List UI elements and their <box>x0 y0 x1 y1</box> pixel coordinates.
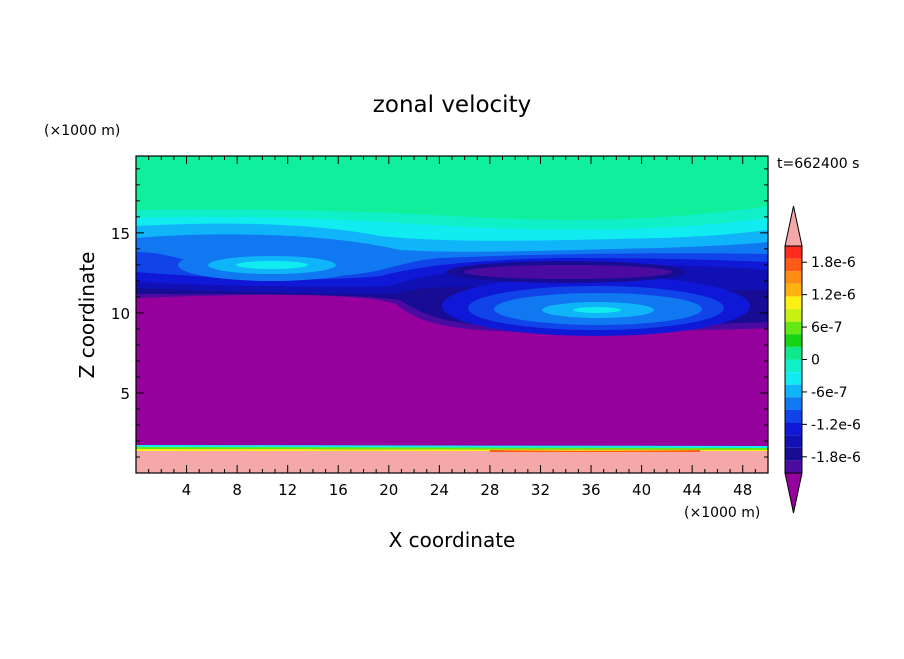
surface-band-red <box>490 450 700 452</box>
colorbar-swatch <box>785 460 802 473</box>
colorbar-swatch <box>785 321 802 335</box>
colorbar-swatch <box>785 346 802 360</box>
colorbar-swatch <box>785 422 802 436</box>
x-tick-label: 24 <box>430 481 449 499</box>
chart-title: zonal velocity <box>373 92 531 118</box>
colorbar-swatch <box>785 435 802 448</box>
z-tick-label: 15 <box>111 225 130 243</box>
colorbar-label: 1.8e-6 <box>811 255 856 271</box>
x-tick-label: 44 <box>683 481 702 499</box>
colorbar-swatch <box>785 246 802 259</box>
colorbar-label: 1.2e-6 <box>811 288 856 304</box>
surface-band-yellow <box>136 449 768 451</box>
colorbar-swatch <box>785 384 802 398</box>
colorbar-label: -1.2e-6 <box>811 417 861 433</box>
x-tick-label: 40 <box>632 481 651 499</box>
colorbar-swatch <box>785 447 802 461</box>
eddy-upper-violet <box>464 265 672 279</box>
x-tick-label: 48 <box>733 481 752 499</box>
colorbar-over-arrow <box>784 205 803 247</box>
colorbar-swatch <box>785 397 802 410</box>
colorbar-swatch <box>785 309 802 322</box>
colorbar-swatch <box>785 271 802 284</box>
x-unit-label: (×1000 m) <box>684 505 760 521</box>
surface-band-cyan <box>136 445 768 448</box>
contour-field <box>136 156 768 473</box>
colorbar-swatch <box>785 283 802 297</box>
colorbar-swatch <box>785 409 802 423</box>
colorbar-label: -1.8e-6 <box>811 450 861 466</box>
x-axis-label: X coordinate <box>389 528 516 552</box>
colorbar-swatch <box>785 372 802 385</box>
x-tick-label: 12 <box>278 481 297 499</box>
region-surface-pink <box>136 451 768 473</box>
colorbar-label: -6e-7 <box>811 385 848 401</box>
x-tick-label: 28 <box>480 481 499 499</box>
colorbar-label: 6e-7 <box>811 320 842 336</box>
colorbar-swatch <box>785 334 802 347</box>
x-tick-label: 16 <box>329 481 348 499</box>
colorbar-swatch <box>785 258 802 272</box>
eddy-right-core <box>573 307 621 313</box>
jet-left-core <box>236 261 308 269</box>
colorbar-swatch <box>785 359 802 373</box>
colorbar-label: 0 <box>811 353 820 369</box>
region-magenta <box>136 294 768 473</box>
colorbar: 1.8e-6 1.2e-6 6e-7 0 -6e-7 -1.2e-6 -1.8e-6 <box>784 205 861 514</box>
x-tick-label: 32 <box>531 481 550 499</box>
z-tick-label: 10 <box>111 305 130 323</box>
x-tick-label: 36 <box>581 481 600 499</box>
colorbar-swatch <box>785 296 802 310</box>
time-label: t=662400 s <box>777 156 859 172</box>
y-axis-label: Z coordinate <box>75 252 99 379</box>
z-tick-label: 5 <box>120 385 130 403</box>
x-tick-label: 8 <box>232 481 242 499</box>
x-tick-label: 4 <box>182 481 192 499</box>
x-tick-label: 20 <box>379 481 398 499</box>
colorbar-under-arrow <box>784 472 803 514</box>
z-unit-label: (×1000 m) <box>44 123 120 139</box>
